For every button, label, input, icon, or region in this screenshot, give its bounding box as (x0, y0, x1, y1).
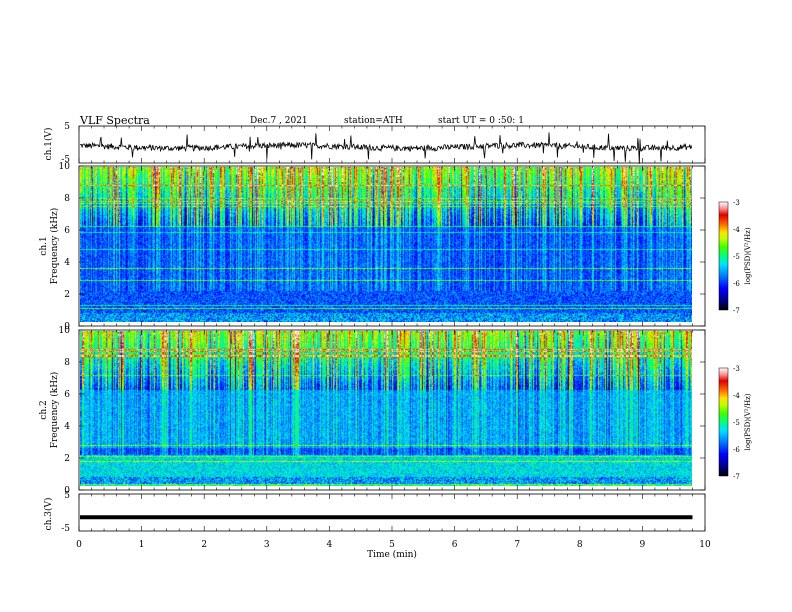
ch3-waveform-ylabel: ch.3(V) (43, 498, 54, 531)
colorbar-tick-label: -7 (733, 307, 740, 315)
date-label: Dec.7 , 2021 (250, 116, 308, 126)
time-tick-label: 0 (76, 540, 82, 550)
frequency-tick-label: 6 (64, 390, 70, 400)
time-tick-label: 3 (264, 540, 270, 550)
time-tick-label: 8 (577, 540, 583, 550)
frequency-tick-label: 4 (64, 258, 70, 268)
time-tick-label: 2 (201, 540, 207, 550)
frequency-tick-label: 0 (64, 322, 70, 332)
ch3-ytick-top: 5 (64, 491, 70, 501)
frequency-tick-label: 0 (64, 486, 70, 496)
frequency-tick-label: 10 (59, 162, 71, 172)
ch1-colorbar-ticks: -3 -4 -5 -6 -7 (733, 199, 740, 315)
ch3-waveform-frame (78, 493, 706, 532)
ch3-ytick-bottom: -5 (61, 524, 70, 534)
frequency-tick-label: 2 (64, 290, 70, 300)
colorbar-tick-label: -6 (733, 446, 740, 454)
colorbar-tick-label: -3 (733, 199, 740, 207)
ch1-colorbar-label: log(PSD)(V²/Hz) (744, 227, 752, 284)
colorbar-tick-label: -6 (733, 280, 740, 288)
frequency-tick-label: 8 (64, 358, 70, 368)
frequency-tick-label: 10 (59, 326, 71, 336)
colorbar-tick-label: -5 (733, 419, 740, 427)
time-axis-label: Time (min) (367, 549, 417, 560)
ch1-waveform-trace (79, 132, 693, 164)
ch1-ytick-top: 5 (64, 122, 70, 132)
ch1-waveform-frame (78, 125, 706, 164)
ch2-colorbar-label: log(PSD)(V²/Hz) (744, 393, 752, 450)
frequency-tick-label: 4 (64, 422, 70, 432)
frequency-tick-label: 6 (64, 226, 70, 236)
time-tick-label: 7 (514, 540, 520, 550)
ch2-colorbar (718, 367, 729, 477)
time-tick-label: 6 (452, 540, 458, 550)
time-tick-label: 10 (699, 540, 711, 550)
frequency-tick-label: 2 (64, 454, 70, 464)
ch2-spec-ylabel-channel: ch.2 (39, 400, 49, 419)
ch2-spec-yticks: 10 8 6 4 2 0 (59, 326, 705, 496)
ch1-spectrogram (80, 167, 692, 322)
start-ut-label: start UT = 0 :50: 1 (438, 116, 524, 126)
time-tick-label: 4 (327, 540, 333, 550)
ch1-colorbar (718, 201, 729, 311)
time-tick-label: 9 (640, 540, 646, 550)
frequency-tick-label: 8 (64, 194, 70, 204)
ch2-colorbar-ticks: -3 -4 -5 -6 -7 (733, 365, 740, 481)
ch1-spec-yticks: 10 8 6 4 2 0 (59, 162, 705, 332)
ch1-waveform-ylabel: ch.1(V) (43, 128, 54, 161)
ch1-spec-ylabel-frequency: Frequency (kHz) (49, 208, 60, 285)
ch2-spectrogram (80, 331, 692, 486)
colorbar-tick-label: -5 (733, 253, 740, 261)
colorbar-tick-label: -4 (733, 392, 740, 400)
time-axis-ticks: 0 1 2 3 4 5 6 7 8 9 10 (76, 126, 711, 550)
colorbar-tick-label: -3 (733, 365, 740, 373)
colorbar-tick-label: -4 (733, 226, 740, 234)
ch1-ytick-bottom: -5 (61, 155, 70, 165)
ch1-spec-ylabel-channel: ch.1 (39, 236, 49, 255)
figure-title: VLF Spectra (79, 114, 150, 127)
station-label: station=ATH (344, 116, 403, 126)
time-tick-label: 5 (389, 540, 395, 550)
ch2-spec-ylabel-frequency: Frequency (kHz) (49, 372, 60, 449)
time-tick-label: 1 (139, 540, 145, 550)
colorbar-tick-label: -7 (733, 473, 740, 481)
